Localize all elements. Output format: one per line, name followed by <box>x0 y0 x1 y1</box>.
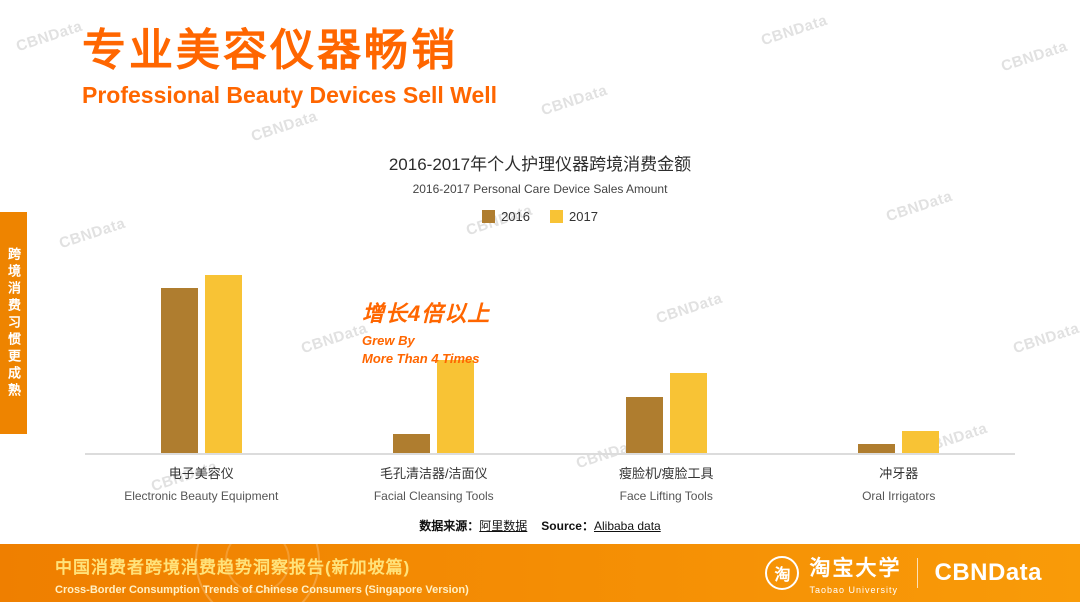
bar-2016-facial-cleansing-tools <box>393 434 431 453</box>
bar-group-electronic-beauty-equipment <box>160 275 242 453</box>
category-label-en: Electronic Beauty Equipment <box>124 489 279 503</box>
bar-2017-electronic-beauty-equipment <box>204 275 242 453</box>
legend-item-2017: 2017 <box>550 209 598 224</box>
page-title-cn: 专业美容仪器畅销 <box>82 26 458 75</box>
bar-2017-oral-irrigators <box>902 431 940 453</box>
footer-title-cn: 中国消费者跨境消费趋势洞察报告(新加坡篇) <box>55 558 411 577</box>
bar-group-face-lifting-tools <box>625 373 707 453</box>
category-label-electronic-beauty-equipment: 电子美容仪 Electronic Beauty Equipment <box>85 463 318 503</box>
bar-group-oral-irrigators <box>858 431 940 453</box>
footer-logos: 淘 淘宝大学 Taobao University CBNData <box>765 544 1042 602</box>
bar-group-facial-cleansing-tools <box>393 360 475 453</box>
page-title-en: Professional Beauty Devices Sell Well <box>82 81 498 108</box>
category-label-cn: 冲牙器 <box>879 466 919 481</box>
legend-swatch-2017 <box>550 210 563 223</box>
chart-title-cn: 2016-2017年个人护理仪器跨境消费金额 <box>388 155 692 174</box>
source-label-en: Source： <box>541 519 594 533</box>
growth-annotation-en-line2: More Than 4 Times <box>362 351 480 366</box>
footer-decor-circle-small <box>225 544 290 593</box>
footer-bar: 中国消费者跨境消费趋势洞察报告(新加坡篇) Cross-Border Consu… <box>0 544 1080 602</box>
growth-annotation: 增长4倍以上 Grew By More Than 4 Times <box>362 296 490 366</box>
category-label-en: Oral Irrigators <box>862 489 936 503</box>
growth-annotation-en-line1: Grew By <box>362 333 415 348</box>
category-label-facial-cleansing-tools: 毛孔清洁器/洁面仪 Facial Cleansing Tools <box>318 463 551 503</box>
category-label-oral-irrigators: 冲牙器 Oral Irrigators <box>783 463 1016 503</box>
page-header: 专业美容仪器畅销 Professional Beauty Devices Sel… <box>82 26 497 109</box>
source-link-en: Alibaba data <box>593 519 661 533</box>
plot-area <box>85 245 1015 455</box>
source-line: 数据来源：阿里数据 Source：Alibaba data <box>0 517 1080 534</box>
category-label-en: Face Lifting Tools <box>619 489 713 503</box>
chart-title-en: 2016-2017 Personal Care Device Sales Amo… <box>412 182 668 196</box>
sidebar-vertical-label: 跨境消费习惯更成熟 <box>6 246 21 400</box>
category-label-face-lifting-tools: 瘦脸机/瘦脸工具 Face Lifting Tools <box>550 463 783 503</box>
category-label-cn: 电子美容仪 <box>168 466 234 481</box>
footer-logo-divider <box>917 558 919 588</box>
bar-2017-facial-cleansing-tools <box>437 360 475 453</box>
legend-label-2017: 2017 <box>569 209 598 224</box>
taobao-logo-text: 淘宝大学 Taobao University <box>809 552 901 595</box>
category-label-cn: 毛孔清洁器/洁面仪 <box>379 466 488 481</box>
source-label-cn: 数据来源： <box>419 519 480 533</box>
footer-report-title: 中国消费者跨境消费趋势洞察报告(新加坡篇) Cross-Border Consu… <box>55 553 469 596</box>
bar-2016-face-lifting-tools <box>625 397 663 453</box>
taobao-name-cn: 淘宝大学 <box>809 556 902 580</box>
category-labels: 电子美容仪 Electronic Beauty Equipment 毛孔清洁器/洁面… <box>85 463 1015 503</box>
chart-header: 2016-2017年个人护理仪器跨境消费金额 2016-2017 Persona… <box>0 150 1080 196</box>
category-label-en: Facial Cleansing Tools <box>373 489 494 503</box>
taobao-university-logo: 淘 淘宝大学 Taobao University <box>765 552 901 595</box>
bar-2016-electronic-beauty-equipment <box>160 288 198 453</box>
legend-item-2016: 2016 <box>482 209 530 224</box>
growth-annotation-cn: 增长4倍以上 <box>362 301 491 326</box>
footer-title-en: Cross-Border Consumption Trends of Chine… <box>55 584 469 596</box>
taobao-icon: 淘 <box>765 556 800 590</box>
taobao-name-en: Taobao University <box>809 584 899 595</box>
bar-2016-oral-irrigators <box>858 444 896 453</box>
chart-legend: 2016 2017 <box>0 209 1080 224</box>
legend-swatch-2016 <box>482 210 496 223</box>
legend-label-2016: 2016 <box>501 209 530 224</box>
bar-2017-face-lifting-tools <box>669 373 707 453</box>
category-label-cn: 瘦脸机/瘦脸工具 <box>618 466 714 481</box>
sidebar-vertical-tab: 跨境消费习惯更成熟 <box>0 212 27 434</box>
source-link-cn: 阿里数据 <box>479 519 528 533</box>
cbndata-logo: CBNData <box>934 559 1042 586</box>
